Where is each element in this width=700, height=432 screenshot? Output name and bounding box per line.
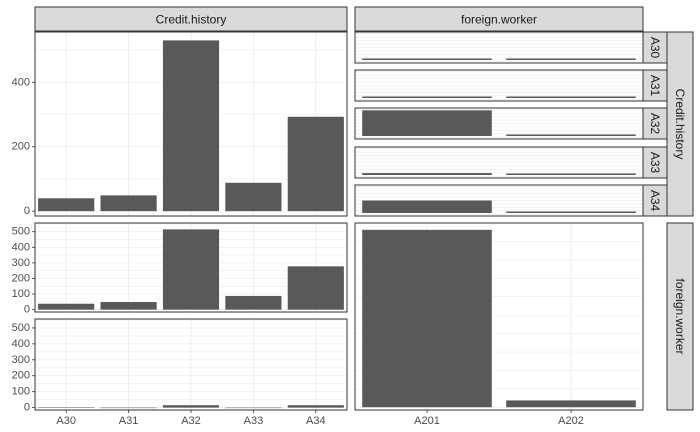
credit-history-y-tick-label: 400: [12, 76, 30, 88]
a202-y-tick-label: 400: [12, 338, 30, 350]
x-tick-label-foreign-worker: A201: [414, 415, 440, 427]
credit-history-y-tick-label: 0: [24, 205, 30, 217]
inner-strip-label-a32: A32: [648, 113, 662, 135]
a201-y-tick-label: 300: [12, 257, 30, 269]
column-strip-foreign-worker: [354, 6, 644, 32]
facet-a30-border: [354, 31, 644, 64]
facet-a33-a201-bar: [362, 173, 492, 175]
a202-y-tick-label: 200: [12, 370, 30, 382]
credit-history-bar: [162, 40, 220, 212]
facet-a31-border: [354, 69, 644, 102]
column-strip-credit-history: [34, 6, 348, 32]
foreign-worker-bar: [506, 400, 636, 408]
a201-y-tick-label: 400: [12, 241, 30, 253]
x-tick-label-credit-history: A32: [181, 415, 201, 427]
inner-strip-label-a33: A33: [648, 152, 662, 174]
a202-y-tick-label: 500: [12, 322, 30, 334]
credit-history-bar: [38, 198, 95, 212]
facet-a30-a201-bar: [362, 58, 492, 60]
inner-strip-a32: [642, 107, 668, 140]
credit-history-bar: [225, 182, 282, 212]
row-strip-foreign-worker: [666, 222, 694, 411]
credit-history-bar: [287, 116, 344, 212]
facet-a34-a202-bar: [506, 211, 636, 213]
facet-a32-border: [354, 107, 644, 140]
a202-y-tick-label: 0: [24, 402, 30, 414]
a201-credit-history-bar: [287, 266, 344, 310]
facet-a31-a201-bar: [362, 96, 492, 98]
column-strip-label-foreign-worker: foreign.worker: [461, 13, 537, 27]
a202-y-tick-label: 300: [12, 354, 30, 366]
inner-strip-a30: [642, 31, 668, 64]
a202-y-tick-label: 100: [12, 386, 30, 398]
facet-a34-border: [354, 184, 644, 217]
inner-strip-label-a31: A31: [648, 75, 662, 97]
facet-a32-a201-bar: [362, 110, 492, 136]
panel-credit-history-border: [34, 31, 348, 217]
x-tick-label-credit-history: A30: [56, 415, 76, 427]
facet-a33-border: [354, 146, 644, 179]
foreign-worker-bar: [362, 229, 492, 408]
x-tick-label-foreign-worker: A202: [558, 415, 584, 427]
facet-a33-a202-bar: [506, 173, 636, 175]
inner-strip-label-a34: A34: [648, 190, 662, 212]
facet-a34-a201-bar: [362, 200, 492, 213]
a202-credit-history-bar: [287, 405, 344, 408]
x-tick-label-credit-history: A34: [306, 415, 326, 427]
panel-foreign-worker-border: [354, 222, 644, 411]
column-strip-label-credit-history: Credit.history: [156, 13, 227, 27]
credit-history-bar: [100, 195, 157, 212]
a202-credit-history-bar: [162, 405, 220, 408]
inner-strip-label-a30: A30: [648, 37, 662, 59]
row-strip-credit-history: [666, 31, 694, 217]
x-tick-label-credit-history: A31: [119, 415, 139, 427]
row-strip-label-foreign-worker: foreign.worker: [673, 278, 687, 354]
a202-credit-history-bar: [225, 407, 282, 409]
a201-y-tick-label: 100: [12, 288, 30, 300]
facet-a32-a202-bar: [506, 134, 636, 136]
facet-a30-a202-bar: [506, 58, 636, 60]
a201-y-tick-label: 0: [24, 304, 30, 316]
row-strip-label-credit-history: Credit.history: [673, 89, 687, 160]
a201-y-tick-label: 200: [12, 272, 30, 284]
panel-a201-border: [34, 222, 348, 313]
a202-credit-history-bar: [100, 407, 157, 409]
a201-credit-history-bar: [225, 295, 282, 310]
a201-credit-history-bar: [162, 229, 220, 310]
a202-credit-history-bar: [38, 407, 95, 408]
a201-credit-history-bar: [38, 303, 95, 310]
a201-credit-history-bar: [100, 302, 157, 310]
x-tick-label-credit-history: A33: [244, 415, 264, 427]
a201-y-tick-label: 500: [12, 226, 30, 238]
facet-a31-a202-bar: [506, 96, 636, 98]
credit-history-y-tick-label: 200: [12, 141, 30, 153]
